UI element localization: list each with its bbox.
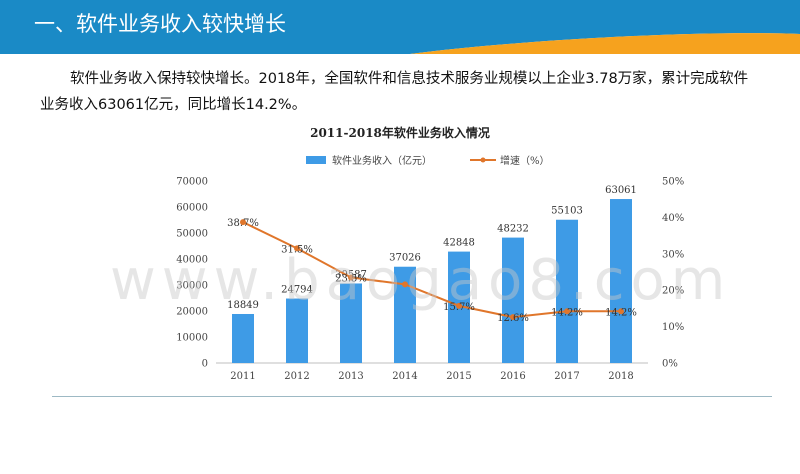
- y-right-tick-label: 10%: [662, 322, 684, 333]
- bar-value-label: 42848: [443, 238, 475, 249]
- growth-point: [402, 281, 408, 288]
- growth-point: [564, 308, 570, 315]
- growth-point: [510, 314, 516, 321]
- legend-label-growth: 增速（%）: [500, 154, 550, 167]
- growth-point: [618, 308, 624, 315]
- page-title: 一、软件业务收入较快增长: [34, 12, 286, 36]
- bar-value-label: 37026: [389, 253, 421, 264]
- y-left-tick-label: 60000: [176, 203, 208, 214]
- bar: [232, 313, 254, 363]
- x-tick-label: 2012: [284, 371, 309, 382]
- legend-swatch-revenue: [306, 156, 326, 164]
- y-left-tick-label: 10000: [176, 333, 208, 344]
- chart-title: 2011-2018年软件业务收入情况: [310, 125, 490, 140]
- y-left-tick-label: 0: [202, 359, 208, 370]
- growth-value-label: 23.5%: [335, 273, 367, 284]
- growth-point: [294, 245, 300, 252]
- growth-line: [242, 221, 621, 319]
- header-background: [0, 0, 800, 54]
- x-tick-label: 2017: [554, 371, 579, 382]
- growth-value-label: 38.7%: [227, 218, 259, 229]
- growth-value-label: 14.2%: [551, 307, 583, 318]
- bar: [502, 237, 524, 363]
- revenue-chart: 2011-2018年软件业务收入情况 软件业务收入（亿元） 增速（%） 0 1000…: [0, 120, 800, 390]
- y-left-tick-label: 40000: [176, 255, 208, 266]
- growth-value-label: 12.6%: [497, 313, 529, 324]
- y-right-tick-label: 50%: [662, 177, 684, 188]
- x-tick-label: 2014: [392, 371, 417, 382]
- chart-svg: 2011-2018年软件业务收入情况 软件业务收入（亿元） 增速（%） 0 1000…: [176, 125, 684, 382]
- growth-point: [456, 302, 462, 309]
- y-left-tick-label: 70000: [176, 177, 208, 188]
- growth-value-label: 15.7%: [443, 302, 475, 313]
- bar: [394, 266, 416, 363]
- bar-value-label: 18849: [227, 300, 259, 311]
- legend-marker-growth: [480, 157, 486, 163]
- y-right-tick-label: 30%: [662, 249, 684, 260]
- bar: [556, 219, 578, 363]
- x-tick-label: 2011: [230, 371, 255, 382]
- y-left-tick-label: 50000: [176, 229, 208, 240]
- y-right-tick-label: 20%: [662, 286, 684, 297]
- y-left-tick-label: 20000: [176, 307, 208, 318]
- bar-value-label: 55103: [551, 206, 583, 217]
- growth-value-label: 14.2%: [605, 307, 637, 318]
- bar: [340, 283, 362, 363]
- y-right-tick-label: 0%: [662, 359, 678, 370]
- y-right-tick-label: 40%: [662, 213, 684, 224]
- intro-paragraph: 软件业务收入保持较快增长。2018年，全国软件和信息技术服务业规模以上企业3.7…: [40, 71, 749, 113]
- footer-divider: [52, 396, 772, 397]
- y-left-tick-label: 30000: [176, 281, 208, 292]
- bar: [286, 298, 308, 363]
- growth-line-series: 38.7% 31.5% 23.5% 15.7% 12.6% 14.2% 14.2%: [227, 218, 637, 324]
- x-tick-label: 2013: [338, 371, 363, 382]
- bar-value-label: 63061: [605, 185, 637, 196]
- bar-value-label: 48232: [497, 224, 529, 235]
- x-tick-label: 2018: [608, 371, 633, 382]
- growth-point: [240, 219, 246, 226]
- bar-series: 1884924794305873702642848482325510363061: [227, 185, 637, 363]
- bar: [610, 199, 632, 363]
- growth-point: [348, 274, 354, 281]
- growth-value-label: 31.5%: [281, 244, 313, 255]
- x-tick-label: 2016: [500, 371, 525, 382]
- bar-value-label: 24794: [281, 285, 313, 296]
- header-banner: 一、软件业务收入较快增长: [0, 0, 800, 54]
- x-tick-label: 2015: [446, 371, 471, 382]
- legend-label-revenue: 软件业务收入（亿元）: [332, 154, 432, 167]
- chart-legend: 软件业务收入（亿元） 增速（%）: [306, 154, 550, 167]
